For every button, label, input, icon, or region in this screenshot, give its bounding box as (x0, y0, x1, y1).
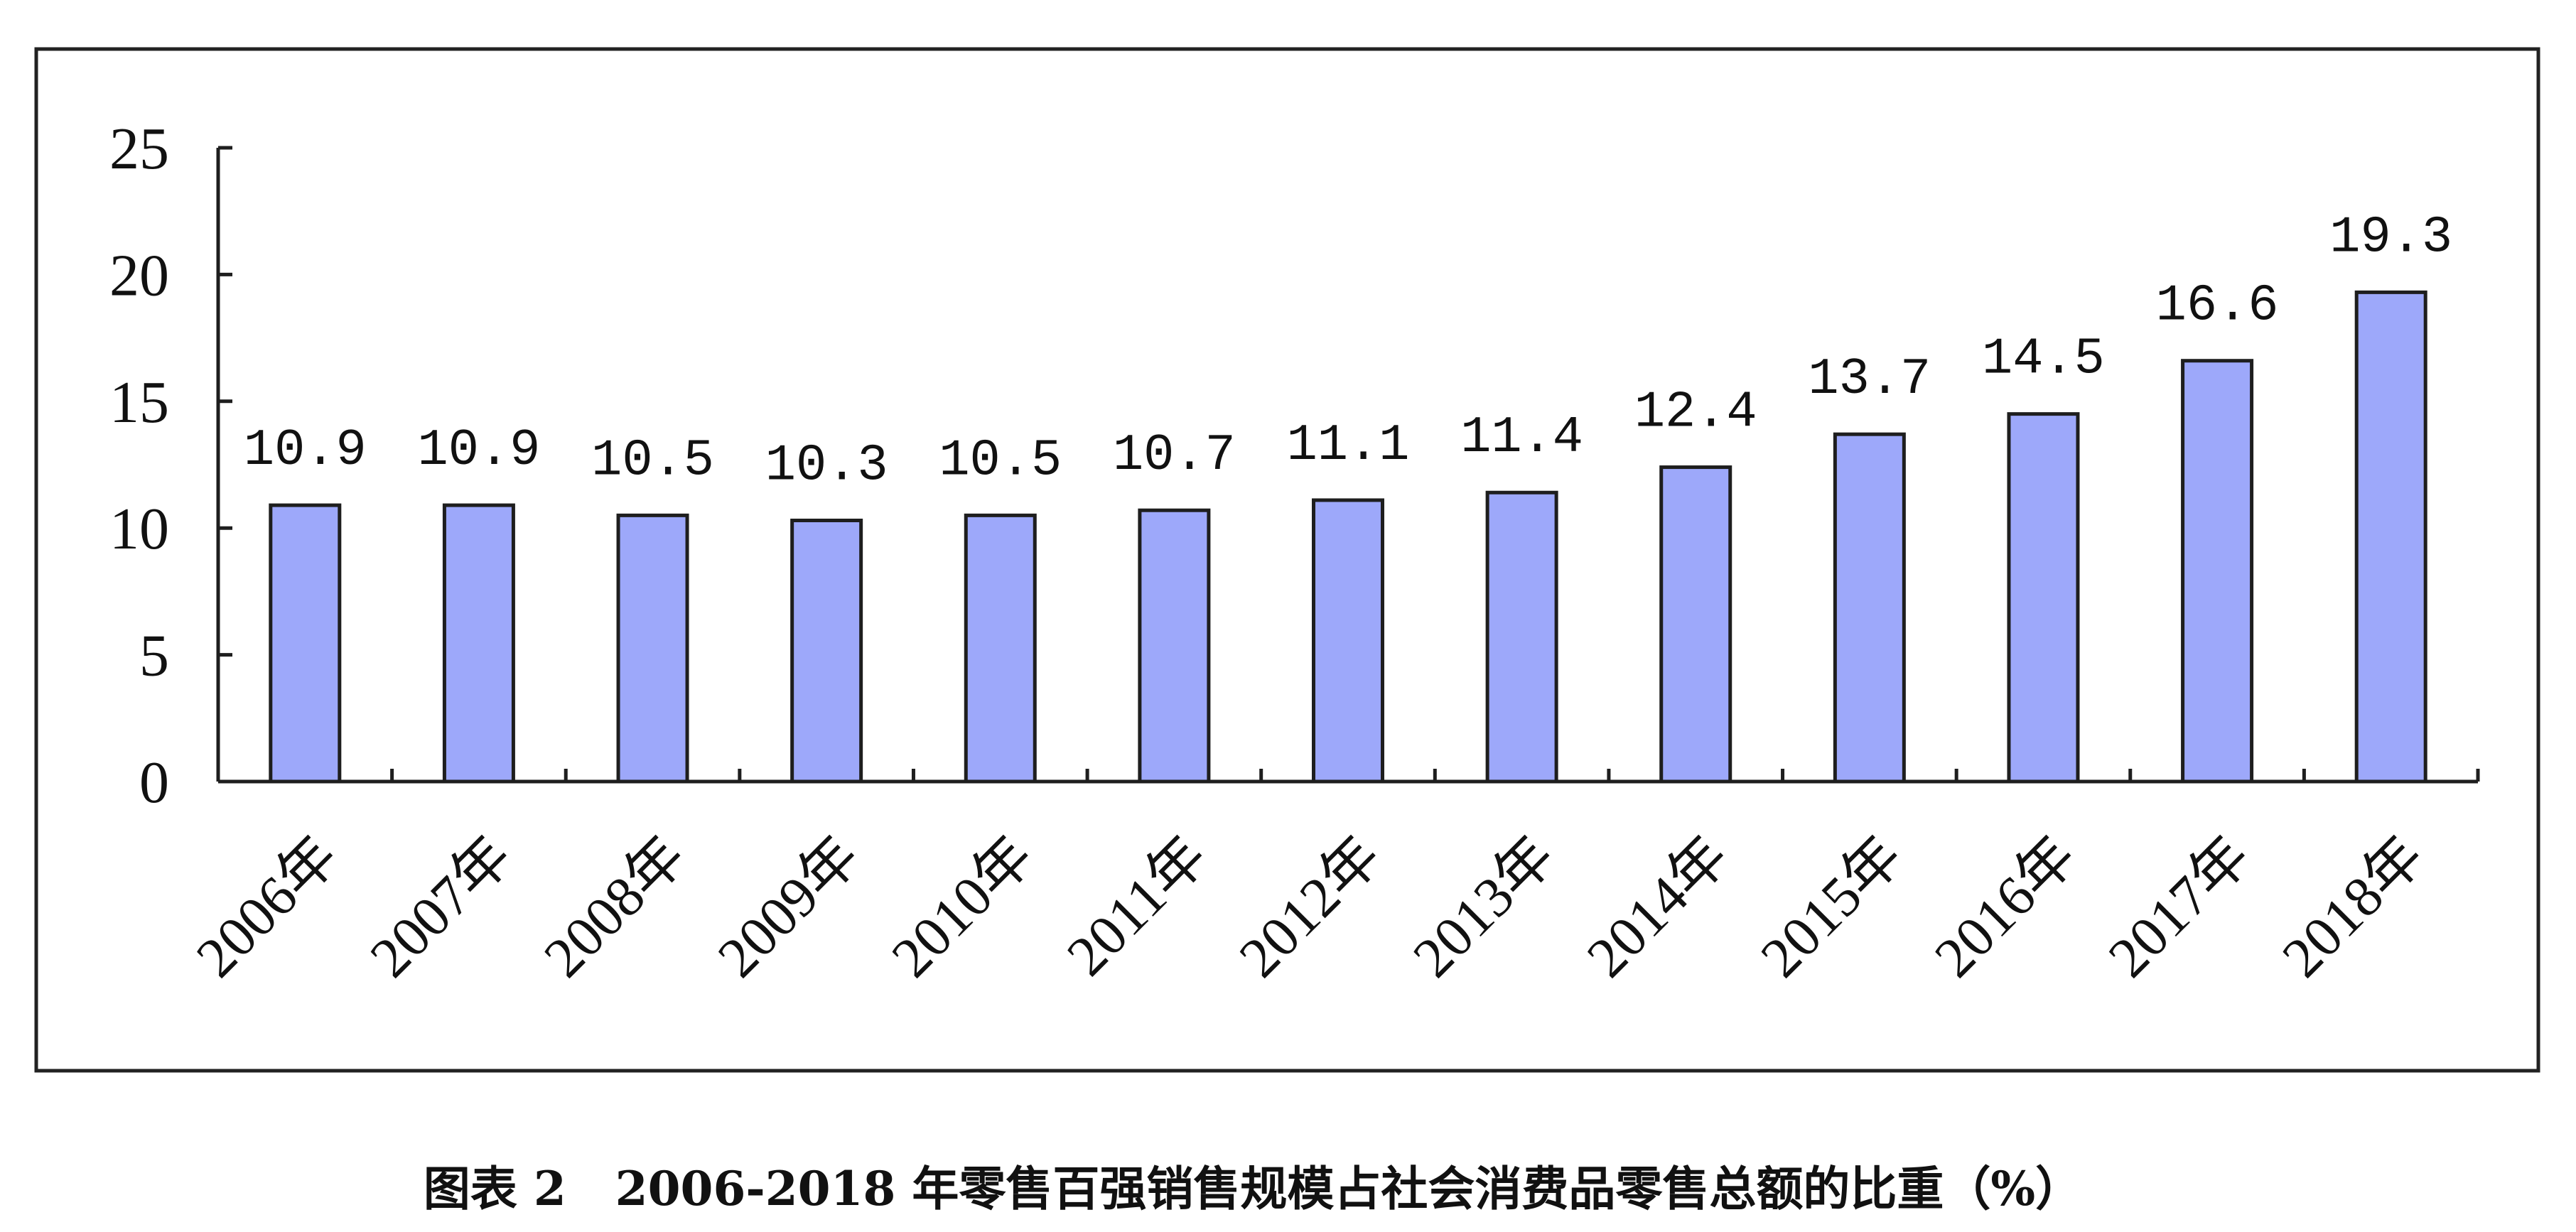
bar (790, 518, 863, 784)
bar (964, 513, 1037, 784)
data-label: 16.6 (2156, 277, 2279, 335)
bar (1312, 498, 1384, 784)
bar (1833, 432, 1906, 784)
data-label: 11.4 (1460, 409, 1583, 467)
data-label: 10.7 (1113, 426, 1236, 485)
data-label: 10.3 (765, 436, 888, 495)
data-label: 10.9 (244, 421, 367, 480)
data-label: 12.4 (1634, 384, 1757, 442)
bar (1659, 465, 1732, 784)
figure-caption: 图表 2 2006-2018 年零售百强销售规模占社会消费品零售总额的比重（%） (424, 1161, 2082, 1216)
data-label: 19.3 (2329, 208, 2452, 266)
data-label: 10.5 (939, 431, 1062, 490)
bar (2007, 412, 2080, 784)
bar (1138, 508, 1211, 784)
y-tick-label: 20 (109, 242, 169, 308)
data-label: 11.1 (1287, 416, 1410, 475)
data-label: 13.7 (1808, 350, 1931, 409)
data-label: 10.9 (418, 421, 541, 480)
bar (2181, 359, 2254, 784)
y-tick-label: 15 (109, 369, 169, 436)
bar (442, 503, 515, 784)
bar (269, 503, 342, 784)
bar (1485, 490, 1558, 784)
bar (616, 513, 689, 784)
bar (2354, 290, 2427, 784)
y-tick-label: 0 (139, 750, 169, 816)
y-tick-label: 25 (109, 116, 169, 182)
y-tick-label: 10 (109, 496, 169, 562)
data-label: 14.5 (1982, 330, 2105, 389)
data-label: 10.5 (591, 431, 714, 490)
y-tick-label: 5 (139, 623, 169, 689)
